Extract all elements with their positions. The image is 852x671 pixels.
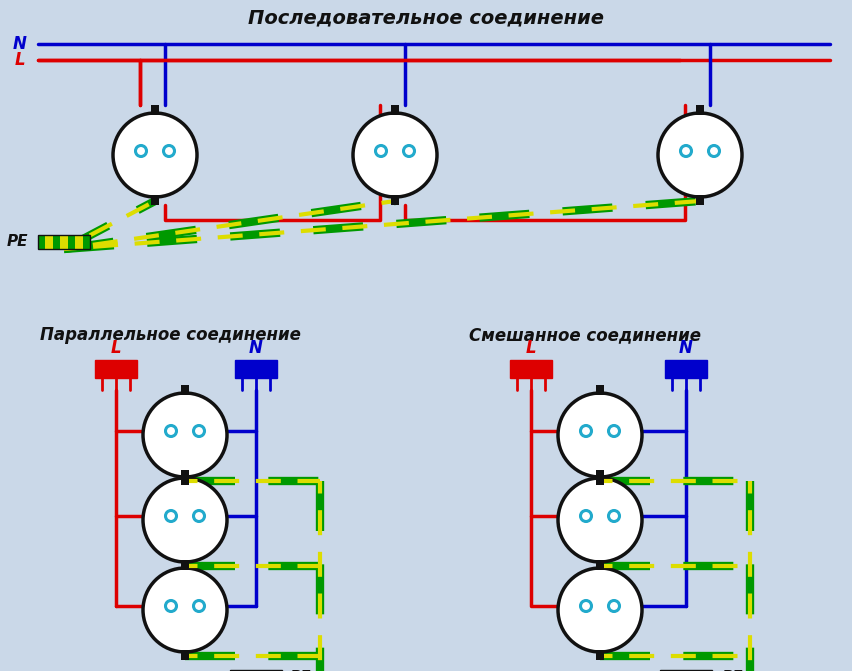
Circle shape	[353, 113, 437, 197]
Text: Смешанное соединение: Смешанное соединение	[469, 326, 701, 344]
Bar	[67, 235, 75, 249]
Bar	[181, 560, 189, 570]
Bar	[596, 385, 604, 395]
Bar	[660, 670, 712, 671]
Bar	[53, 235, 60, 249]
Circle shape	[193, 425, 204, 437]
Circle shape	[193, 511, 204, 521]
Bar	[391, 195, 399, 205]
Circle shape	[164, 146, 175, 156]
Circle shape	[558, 393, 642, 477]
Circle shape	[143, 478, 227, 562]
Bar	[596, 560, 604, 570]
Text: PE: PE	[722, 670, 744, 671]
Circle shape	[135, 146, 147, 156]
Bar	[697, 670, 705, 671]
Bar	[510, 360, 552, 378]
Text: PE: PE	[290, 670, 312, 671]
Bar	[696, 105, 704, 115]
Circle shape	[165, 425, 176, 437]
Text: L: L	[14, 51, 26, 69]
Bar	[596, 475, 604, 485]
Circle shape	[709, 146, 719, 156]
Circle shape	[113, 113, 197, 197]
Bar	[83, 235, 90, 249]
Text: N: N	[249, 339, 263, 357]
Bar	[690, 670, 697, 671]
Bar	[391, 105, 399, 115]
Bar	[181, 470, 189, 480]
Circle shape	[580, 425, 591, 437]
Bar	[268, 670, 274, 671]
Bar	[667, 670, 675, 671]
Bar	[596, 470, 604, 480]
Bar	[95, 360, 137, 378]
Text: Последовательное соединение: Последовательное соединение	[248, 9, 604, 28]
Circle shape	[558, 478, 642, 562]
Bar	[181, 650, 189, 660]
Circle shape	[404, 146, 415, 156]
Bar	[230, 670, 238, 671]
Bar	[151, 195, 159, 205]
Bar	[38, 235, 90, 249]
Circle shape	[580, 601, 591, 611]
Circle shape	[681, 146, 692, 156]
Bar	[230, 670, 282, 671]
Bar	[75, 235, 83, 249]
Circle shape	[376, 146, 387, 156]
Bar	[151, 105, 159, 115]
Bar	[252, 670, 260, 671]
Bar	[260, 670, 268, 671]
Circle shape	[580, 511, 591, 521]
Circle shape	[608, 425, 619, 437]
Text: Параллельное соединение: Параллельное соединение	[39, 326, 301, 344]
Text: N: N	[679, 339, 693, 357]
Text: L: L	[526, 339, 536, 357]
Bar	[665, 360, 707, 378]
Bar	[60, 235, 67, 249]
Bar	[181, 560, 189, 570]
Bar	[235, 360, 277, 378]
Circle shape	[193, 601, 204, 611]
Text: PE: PE	[7, 234, 28, 250]
Circle shape	[165, 511, 176, 521]
Circle shape	[658, 113, 742, 197]
Bar	[181, 385, 189, 395]
Bar	[660, 670, 667, 671]
Bar	[596, 650, 604, 660]
Bar	[181, 475, 189, 485]
Circle shape	[143, 393, 227, 477]
Bar	[675, 670, 682, 671]
Circle shape	[608, 601, 619, 611]
Bar	[596, 560, 604, 570]
Bar	[45, 235, 53, 249]
Text: L: L	[111, 339, 121, 357]
Circle shape	[608, 511, 619, 521]
Text: N: N	[13, 35, 27, 53]
Bar	[696, 195, 704, 205]
Bar	[245, 670, 252, 671]
Bar	[705, 670, 712, 671]
Circle shape	[165, 601, 176, 611]
Circle shape	[558, 568, 642, 652]
Bar	[682, 670, 690, 671]
Bar	[274, 670, 282, 671]
Bar	[238, 670, 245, 671]
Circle shape	[143, 568, 227, 652]
Bar	[38, 235, 45, 249]
